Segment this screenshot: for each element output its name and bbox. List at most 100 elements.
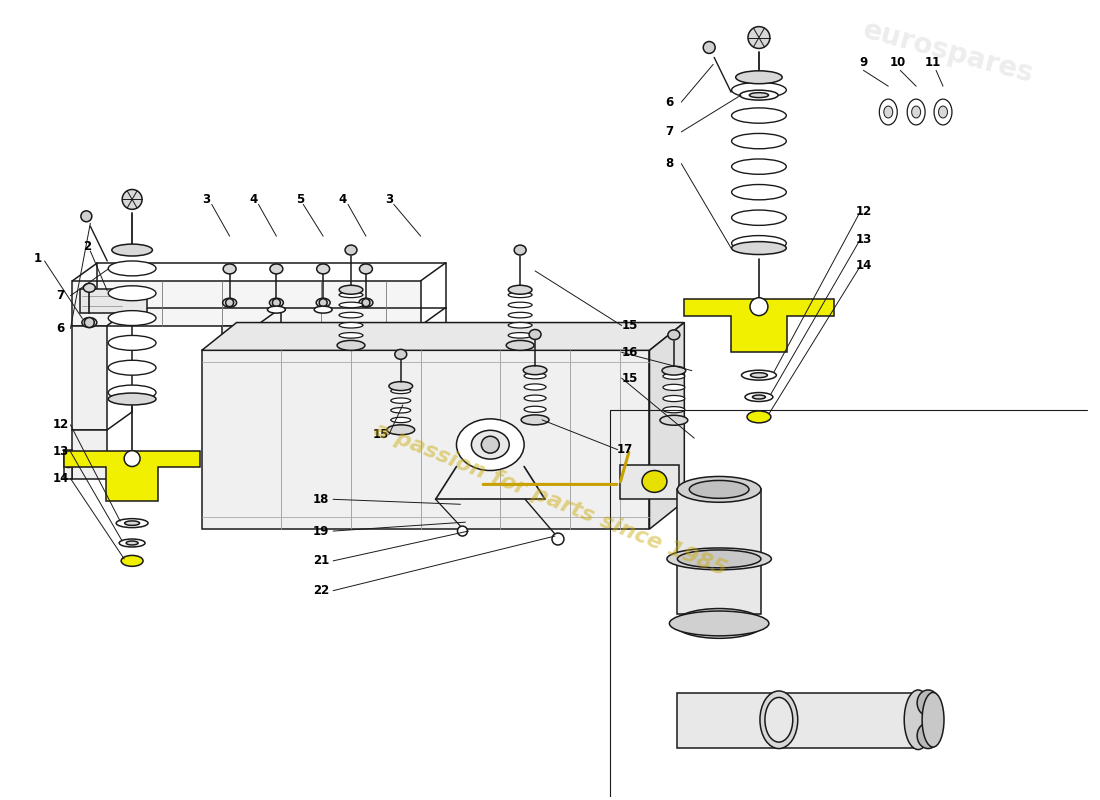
Ellipse shape	[108, 286, 156, 301]
Text: 19: 19	[314, 525, 329, 538]
Ellipse shape	[339, 302, 363, 308]
Text: eurospares: eurospares	[859, 16, 1036, 89]
Ellipse shape	[760, 691, 798, 749]
Text: 4: 4	[339, 193, 348, 206]
Text: 15: 15	[621, 372, 638, 385]
Ellipse shape	[524, 366, 547, 374]
Polygon shape	[619, 465, 680, 499]
Ellipse shape	[456, 419, 524, 470]
Ellipse shape	[750, 373, 768, 378]
Text: 13: 13	[53, 445, 68, 458]
Ellipse shape	[524, 395, 546, 402]
Ellipse shape	[121, 555, 143, 566]
Ellipse shape	[81, 211, 91, 222]
Ellipse shape	[84, 283, 96, 292]
Ellipse shape	[736, 71, 782, 84]
Ellipse shape	[524, 406, 546, 412]
Text: 3: 3	[385, 193, 393, 206]
Ellipse shape	[126, 541, 139, 545]
Ellipse shape	[316, 298, 330, 307]
Ellipse shape	[741, 370, 777, 380]
Text: a passion for parts since 1985: a passion for parts since 1985	[371, 419, 729, 579]
Polygon shape	[222, 326, 256, 479]
Polygon shape	[73, 281, 420, 326]
Polygon shape	[678, 490, 761, 614]
Polygon shape	[73, 326, 107, 430]
Ellipse shape	[524, 384, 546, 390]
Ellipse shape	[508, 302, 532, 308]
Ellipse shape	[117, 518, 148, 528]
Circle shape	[458, 526, 468, 536]
Ellipse shape	[339, 312, 363, 318]
Ellipse shape	[904, 690, 932, 750]
Text: 14: 14	[53, 472, 68, 485]
Ellipse shape	[732, 185, 786, 200]
Ellipse shape	[883, 106, 893, 118]
Ellipse shape	[922, 693, 944, 747]
Ellipse shape	[667, 548, 771, 570]
Text: 13: 13	[856, 233, 871, 246]
Ellipse shape	[732, 235, 786, 251]
Ellipse shape	[662, 366, 685, 375]
Circle shape	[362, 298, 370, 306]
Text: 6: 6	[56, 322, 65, 335]
Ellipse shape	[66, 462, 72, 467]
Ellipse shape	[732, 242, 786, 254]
Ellipse shape	[660, 415, 688, 426]
Ellipse shape	[508, 333, 532, 338]
Polygon shape	[65, 450, 200, 502]
Circle shape	[750, 298, 768, 315]
Ellipse shape	[678, 550, 761, 568]
Ellipse shape	[389, 382, 412, 390]
Ellipse shape	[108, 385, 156, 400]
Ellipse shape	[108, 360, 156, 375]
Ellipse shape	[524, 373, 546, 379]
Ellipse shape	[337, 341, 365, 350]
Ellipse shape	[223, 264, 236, 274]
Text: 17: 17	[616, 443, 632, 456]
Ellipse shape	[917, 722, 939, 749]
Ellipse shape	[642, 470, 667, 492]
Ellipse shape	[108, 393, 156, 405]
Ellipse shape	[315, 306, 332, 313]
Ellipse shape	[732, 82, 786, 98]
Ellipse shape	[108, 335, 156, 350]
Ellipse shape	[124, 521, 140, 526]
Ellipse shape	[732, 159, 786, 174]
Ellipse shape	[345, 245, 358, 255]
Ellipse shape	[879, 99, 898, 125]
Text: 9: 9	[859, 56, 868, 69]
Ellipse shape	[508, 292, 532, 298]
Text: 5: 5	[296, 193, 305, 206]
Ellipse shape	[118, 265, 147, 274]
Ellipse shape	[339, 286, 363, 294]
Polygon shape	[80, 289, 147, 313]
Ellipse shape	[740, 90, 778, 100]
Text: 22: 22	[314, 584, 329, 597]
Ellipse shape	[663, 384, 685, 390]
Polygon shape	[201, 322, 684, 350]
Ellipse shape	[395, 350, 407, 359]
Ellipse shape	[119, 539, 145, 547]
Ellipse shape	[317, 264, 330, 274]
Text: 12: 12	[856, 205, 871, 218]
Ellipse shape	[668, 330, 680, 340]
Ellipse shape	[125, 266, 139, 271]
Ellipse shape	[108, 261, 156, 276]
Text: 16: 16	[621, 346, 638, 359]
Ellipse shape	[749, 93, 769, 98]
Ellipse shape	[112, 244, 153, 256]
Text: 6: 6	[666, 95, 673, 109]
Polygon shape	[201, 350, 649, 529]
Text: 21: 21	[314, 554, 329, 567]
Ellipse shape	[663, 406, 685, 413]
Ellipse shape	[387, 425, 415, 434]
Text: 7: 7	[666, 126, 673, 138]
Ellipse shape	[339, 333, 363, 338]
Text: 10: 10	[890, 56, 906, 69]
Polygon shape	[678, 693, 918, 747]
Ellipse shape	[670, 611, 769, 636]
Ellipse shape	[917, 690, 939, 716]
Ellipse shape	[508, 312, 532, 318]
Ellipse shape	[663, 373, 685, 379]
